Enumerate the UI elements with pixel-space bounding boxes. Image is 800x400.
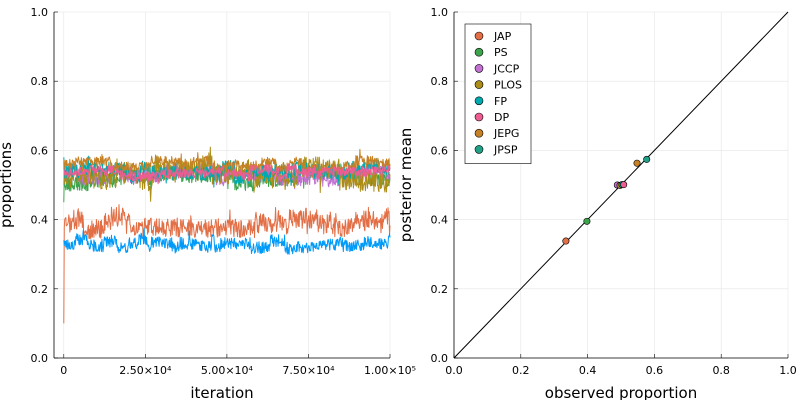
legend-marker-jepg <box>474 128 484 138</box>
scatter-plot-x-tick-label: 0.2 <box>512 364 530 377</box>
trace-plot-x-axis-label: iteration <box>190 384 253 400</box>
scatter-plot-axes <box>453 12 788 359</box>
scatter-plot-x-tick-label: 0.6 <box>646 364 664 377</box>
trace-plot-x-tick-label: 7.50×10⁴ <box>282 364 335 377</box>
scatter-plot-panel: 0.0 0.2 0.4 0.6 0.8 1.0 0.0 0.2 0.4 0.6 0.8 1.0 obs… <box>397 6 797 400</box>
legend-label-ps: PS <box>494 46 508 59</box>
scatter-plot-x-tick-label: 0.8 <box>712 364 730 377</box>
scatter-point-dp <box>620 181 628 189</box>
scatter-plot-x-tick-label: 0.4 <box>579 364 597 377</box>
trace-line-series-8 <box>63 163 391 185</box>
scatter-plot-y-tick-label: 0.2 <box>431 283 449 296</box>
legend-marker-plos <box>474 80 484 89</box>
scatter-plot-x-tick-label: 1.0 <box>779 364 797 377</box>
legend-marker-dp <box>474 112 484 122</box>
scatter-point-ps <box>583 217 591 225</box>
trace-line-series-1 <box>63 204 391 324</box>
legend-marker-jap <box>474 31 484 41</box>
trace-plot-x-tick-label: 0 <box>60 364 67 377</box>
trace-plot-y-tick-label: 0.4 <box>31 214 49 227</box>
scatter-plot-legend: JAP PS JCCP PLOS FP DP JEPG JPSP <box>464 23 532 164</box>
legend-label-plos: PLOS <box>494 79 522 92</box>
scatter-plot-x-tick-label: 0.0 <box>445 364 463 377</box>
legend-box <box>464 23 532 164</box>
scatter-point-jepg <box>633 159 641 167</box>
trace-plot-y-axis-label: proportions <box>0 142 15 228</box>
scatter-plot-tick-labels: 0.0 0.2 0.4 0.6 0.8 1.0 0.0 0.2 0.4 0.6 0.8 1.0 <box>431 6 797 377</box>
scatter-point-jap <box>562 237 570 245</box>
trace-plot-y-tick-label: 0.6 <box>31 144 49 157</box>
scatter-plot-x-axis-label: observed proportion <box>545 384 697 400</box>
legend-label-jccp: JCCP <box>493 62 520 75</box>
trace-plot-series <box>63 146 391 324</box>
legend-marker-fp <box>474 96 484 106</box>
legend-marker-jpsp <box>474 145 484 154</box>
legend-label-jap: JAP <box>493 30 512 43</box>
trace-line-series-2 <box>63 227 391 255</box>
legend-label-jepg: JEPG <box>493 127 519 140</box>
legend-label-jpsp: JPSP <box>493 143 518 156</box>
scatter-plot-points <box>562 155 651 245</box>
trace-plot-tick-labels: 0 2.50×10⁴ 5.00×10⁴ 7.50×10⁴ 1.00×10⁵ 0.0 0.2 0… <box>31 6 417 377</box>
trace-plot-x-tick-label: 2.50×10⁴ <box>119 364 172 377</box>
scatter-plot-y-tick-label: 0.8 <box>431 75 449 88</box>
trace-plot-y-tick-label: 0.8 <box>31 75 49 88</box>
trace-plot-x-tick-label: 1.00×10⁵ <box>364 364 416 377</box>
legend-marker-jccp <box>474 64 484 73</box>
trace-plot-y-tick-label: 1.0 <box>31 6 49 19</box>
trace-plot-y-tick-label: 0.2 <box>31 283 49 296</box>
scatter-plot-y-tick-label: 0.6 <box>431 144 449 157</box>
trace-plot-y-tick-label: 0.0 <box>31 352 49 365</box>
scatter-plot-y-tick-label: 0.0 <box>431 352 449 365</box>
legend-marker-ps <box>474 47 484 57</box>
trace-plot-x-tick-label: 5.00×10⁴ <box>201 364 254 377</box>
scatter-point-jpsp <box>643 155 651 163</box>
scatter-plot-y-axis-label: posterior mean <box>397 128 415 243</box>
trace-plot-axes <box>53 12 390 359</box>
scatter-plot-y-tick-label: 1.0 <box>431 6 449 19</box>
scatter-plot-y-tick-label: 0.4 <box>431 214 449 227</box>
trace-plot-panel: 0 2.50×10⁴ 5.00×10⁴ 7.50×10⁴ 1.00×10⁵ 0.0 0.2 0… <box>0 6 416 400</box>
legend-label-fp: FP <box>494 95 507 108</box>
legend-label-dp: DP <box>494 111 509 124</box>
